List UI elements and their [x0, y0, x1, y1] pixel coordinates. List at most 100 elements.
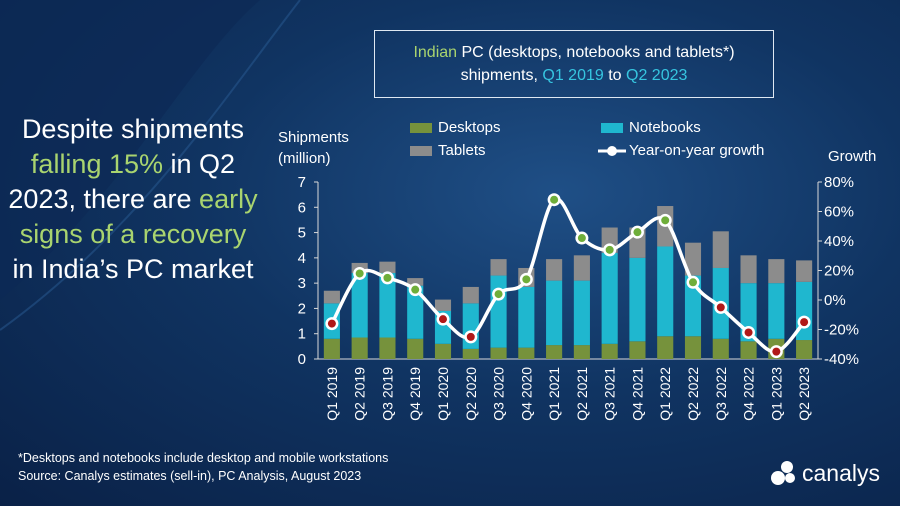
legend-growth: Year-on-year growth [597, 142, 764, 159]
x-tick-label: Q1 2019 [324, 367, 340, 421]
title-line2-text: shipments, [460, 67, 543, 84]
legend-notebooks-label: Notebooks [629, 119, 701, 136]
bar-desktops [712, 338, 729, 359]
x-tick-label: Q2 2021 [574, 367, 590, 421]
y-tick-label: 5 [298, 225, 306, 242]
bar-notebooks [546, 280, 563, 346]
x-tick-label: Q3 2021 [602, 367, 618, 421]
growth-point [772, 347, 781, 356]
bar-tablets [796, 260, 813, 282]
bar-notebooks [351, 273, 368, 338]
headline-text-3: in India’s PC market [12, 254, 254, 284]
y-tick-label: 3 [298, 275, 306, 292]
bar-desktops [740, 341, 757, 359]
x-tick-label: Q1 2022 [657, 367, 673, 421]
growth-point [633, 228, 642, 237]
bar-tablets [546, 259, 563, 281]
title-line1-text: PC (desktops, notebooks and tablets*) [457, 44, 735, 61]
y2-tick-label: 60% [824, 204, 854, 221]
x-tick-label: Q4 2022 [741, 367, 757, 421]
y2-tick-label: 0% [824, 292, 846, 309]
bar-notebooks [768, 283, 785, 339]
growth-line [330, 197, 806, 354]
y-tick-label: 1 [298, 326, 306, 343]
growth-point [355, 269, 364, 278]
footnote: *Desktops and notebooks include desktop … [18, 449, 388, 485]
bar-tablets [740, 255, 757, 284]
chart-title-line-1: Indian PC (desktops, notebooks and table… [375, 41, 773, 64]
legend-growth-marker [598, 145, 626, 156]
legend-desktops-label: Desktops [438, 119, 501, 136]
growth-point [661, 216, 670, 225]
title-to: to [603, 67, 627, 84]
growth-point [522, 275, 531, 284]
y-tick-label: 2 [298, 300, 306, 317]
title-quarter-to: Q2 2023 [626, 67, 688, 84]
growth-point [494, 290, 503, 299]
bar-tablets [462, 286, 479, 304]
source-line: Source: Canalys estimates (sell-in), PC … [18, 469, 362, 483]
bar-tablets [379, 261, 396, 274]
bar-desktops [379, 337, 396, 359]
y2-tick-label: -20% [824, 322, 859, 339]
legend-notebooks-swatch [601, 122, 623, 133]
y-tick-label: 0 [298, 351, 306, 368]
growth-point [327, 319, 336, 328]
growth-point [550, 195, 559, 204]
bar-desktops [546, 345, 563, 359]
x-tick-label: Q2 2022 [685, 367, 701, 421]
bar-desktops [601, 343, 618, 359]
legend-desktops: Desktops [410, 119, 501, 136]
y-tick-label: 6 [298, 199, 306, 216]
bar-desktops [462, 348, 479, 359]
chart-title-line-2: shipments, Q1 2019 to Q2 2023 [375, 64, 773, 87]
x-tick-label: Q2 2023 [796, 367, 812, 421]
y2-tick-label: 40% [824, 233, 854, 250]
bar-tablets [768, 259, 785, 284]
bar-desktops [518, 347, 535, 359]
headline-highlight-2: early signs of a recovery [19, 184, 258, 249]
bar-notebooks [629, 257, 646, 342]
legend-growth-label: Year-on-year growth [629, 142, 765, 159]
y-axis-label: Shipments (million) [278, 127, 349, 169]
bar-desktops [573, 345, 590, 359]
bar-notebooks [518, 286, 535, 348]
bar-desktops [684, 336, 702, 359]
bar-desktops [629, 341, 646, 359]
y-axis-label-line-2: (million) [278, 150, 331, 167]
y2-tick-label: 20% [824, 263, 854, 280]
bar-tablets [573, 255, 590, 281]
bar-notebooks [490, 275, 507, 348]
x-tick-label: Q1 2021 [546, 367, 562, 421]
headline-text-1: Despite shipments [21, 114, 245, 144]
growth-point [689, 278, 697, 287]
x-tick-label: Q3 2022 [713, 367, 729, 421]
x-tick-label: Q3 2020 [491, 367, 507, 421]
bar-notebooks [601, 252, 618, 344]
growth-point [800, 318, 809, 327]
y-axis-label-line-1: Shipments [278, 129, 349, 146]
y2-axis-label: Growth [828, 148, 877, 165]
x-tick-label: Q2 2019 [352, 367, 368, 421]
canalys-logo-text: canalys [802, 459, 880, 486]
x-tick-label: Q4 2019 [407, 367, 423, 421]
canalys-logo: canalys [768, 458, 880, 488]
bar-tablets [490, 259, 507, 276]
bar-notebooks [379, 273, 396, 338]
bar-notebooks [573, 280, 590, 346]
y-tick-label: 7 [298, 174, 306, 191]
legend-tablets-label: Tablets [438, 142, 486, 159]
y2-tick-label: 80% [824, 174, 854, 191]
growth-point [466, 332, 475, 341]
bar-notebooks [407, 285, 424, 339]
bar-desktops [407, 338, 424, 359]
bar-notebooks [740, 283, 757, 342]
growth-point [577, 234, 586, 243]
bar-desktops [796, 340, 813, 359]
bar-tablets [712, 231, 729, 268]
bar-tablets [434, 299, 452, 311]
y-tick-label: 4 [298, 250, 306, 267]
canalys-logo-icon [771, 461, 795, 485]
